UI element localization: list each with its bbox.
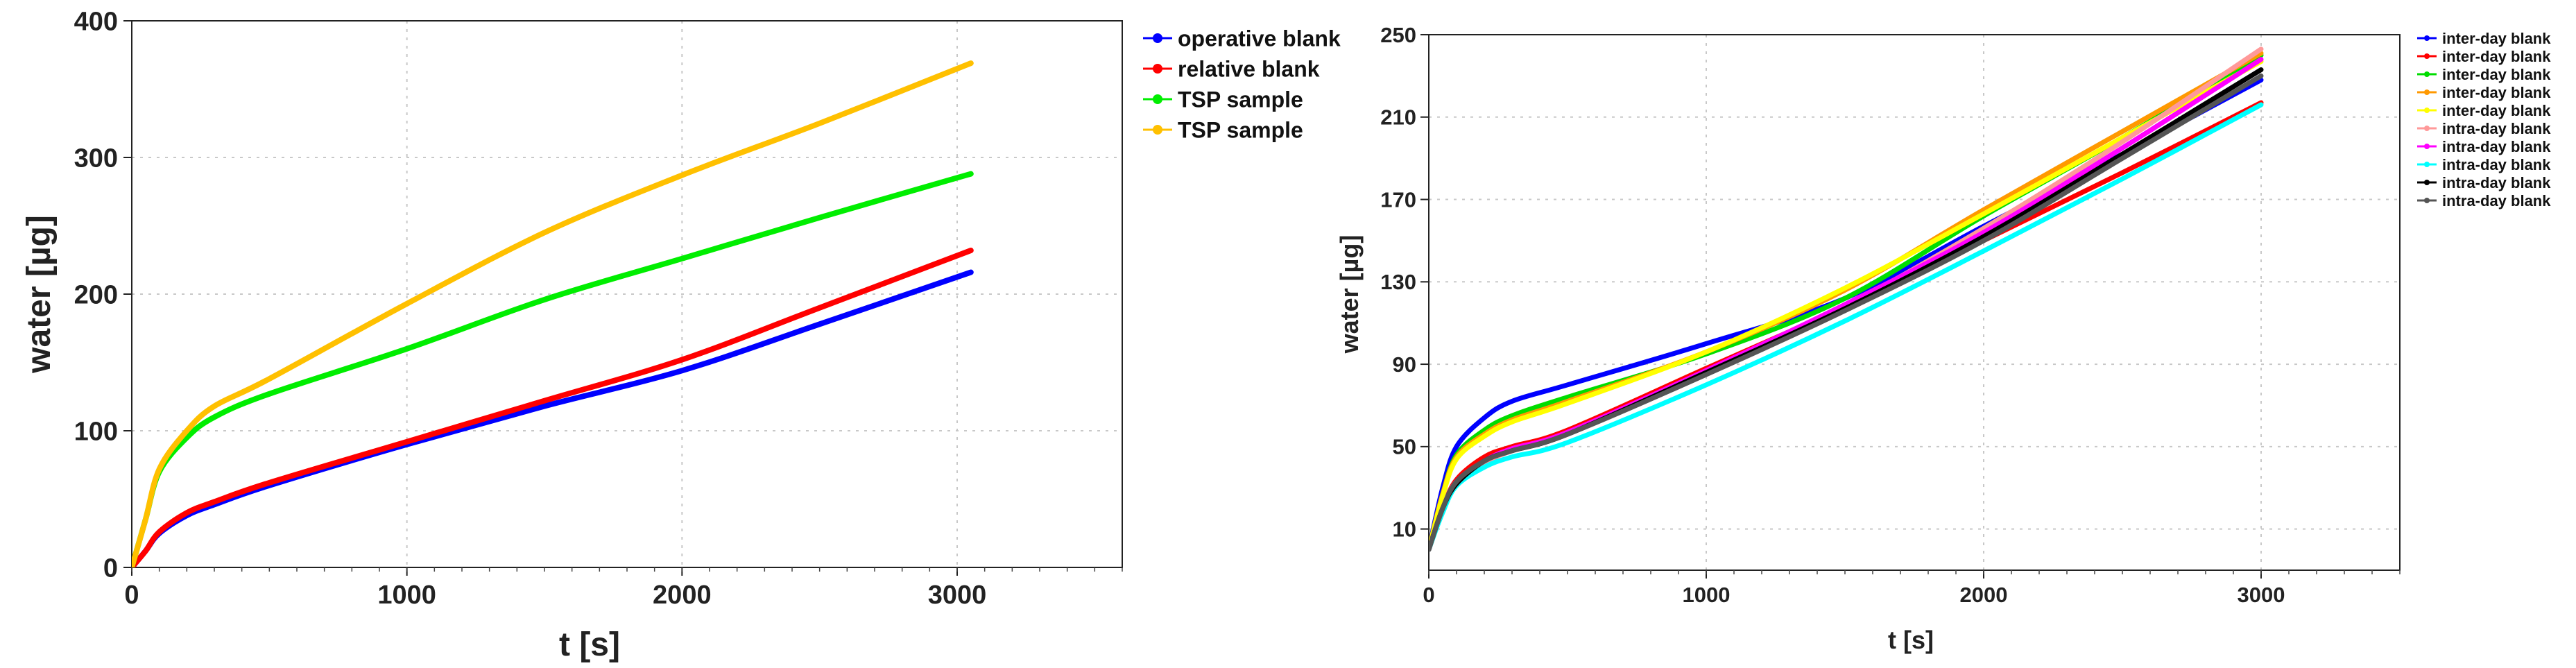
series-line-4	[132, 60, 974, 567]
left-chart: 0 1000 2000 3000 0 100 200 300 400 t [s] water [µg…	[21, 7, 1341, 663]
y-axis-label: water [µg]	[1335, 235, 1364, 354]
legend-item: relative blank	[1143, 57, 1320, 82]
y-tick-label: 250	[1380, 23, 1416, 47]
series-line-5	[1429, 59, 2264, 552]
legend-label: TSP sample	[1178, 87, 1303, 112]
legend-swatch-marker	[2424, 35, 2430, 41]
y-tick-label: 50	[1393, 435, 1416, 459]
x-tick-label: 3000	[2238, 583, 2285, 607]
y-tick-label: 100	[74, 417, 118, 446]
legend-item: intra-day blank	[2417, 192, 2551, 209]
legend-swatch-marker	[2424, 162, 2430, 167]
legend-swatch-marker	[2424, 53, 2430, 59]
x-tick-label: 1000	[1683, 583, 1731, 607]
x-tick-label: 0	[124, 581, 139, 610]
legend-swatch-marker	[2424, 126, 2430, 131]
legend-item: TSP sample	[1143, 118, 1303, 143]
legend-item: inter-day blank	[2417, 102, 2551, 119]
series-group	[1429, 46, 2264, 552]
legend: operative blank relative blank TSP sample T…	[1143, 26, 1341, 143]
legend-label: inter-day blank	[2442, 102, 2551, 119]
legend-label: operative blank	[1178, 26, 1341, 51]
legend-item: intra-day blank	[2417, 156, 2551, 173]
legend-label: inter-day blank	[2442, 84, 2551, 101]
y-tick-label: 400	[74, 7, 118, 36]
legend-label: intra-day blank	[2442, 174, 2551, 191]
y-tick-label: 170	[1380, 187, 1416, 212]
legend-item: intra-day blank	[2417, 120, 2551, 137]
right-chart: 0 1000 2000 3000 10 50 90 130 170 210 250 t [s] wate…	[1335, 23, 2551, 654]
y-tick-label: 90	[1393, 352, 1416, 377]
legend-item: inter-day blank	[2417, 66, 2551, 83]
legend-item: inter-day blank	[2417, 84, 2551, 101]
legend-swatch-marker	[1153, 125, 1162, 135]
legend-item: operative blank	[1143, 26, 1341, 51]
x-tick-label: 1000	[377, 581, 436, 610]
legend-swatch-marker	[2424, 198, 2430, 203]
legend-swatch-marker	[2424, 89, 2430, 95]
legend-label: inter-day blank	[2442, 48, 2551, 65]
legend-label: inter-day blank	[2442, 66, 2551, 83]
gridlines	[132, 21, 1122, 567]
x-tick-label: 2000	[1960, 583, 2008, 607]
y-tick-label: 300	[74, 144, 118, 173]
y-tick-label: 210	[1380, 105, 1416, 130]
x-axis-label: t [s]	[559, 626, 620, 663]
series-line-10	[1429, 73, 2264, 552]
legend-label: intra-day blank	[2442, 138, 2551, 155]
x-tick-label: 0	[1423, 583, 1434, 607]
legend-swatch-marker	[2424, 71, 2430, 77]
legend-item: inter-day blank	[2417, 30, 2551, 47]
legend-label: intra-day blank	[2442, 192, 2551, 209]
plot-frame	[1428, 34, 2401, 571]
x-tick-label: 2000	[653, 581, 712, 610]
legend-label: relative blank	[1178, 57, 1320, 82]
legend-item: intra-day blank	[2417, 174, 2551, 191]
y-tick-label: 200	[74, 280, 118, 309]
legend-swatch-marker	[2424, 108, 2430, 113]
legend-swatch-marker	[2424, 180, 2430, 185]
legend-label: inter-day blank	[2442, 30, 2551, 47]
x-axis-label: t [s]	[1888, 626, 1934, 654]
legend-label: intra-day blank	[2442, 120, 2551, 137]
series-line-2	[132, 248, 974, 567]
legend-item: inter-day blank	[2417, 48, 2551, 65]
legend-item: TSP sample	[1143, 87, 1303, 112]
series-group	[132, 60, 974, 567]
legend-item: intra-day blank	[2417, 138, 2551, 155]
y-tick-label: 0	[103, 554, 118, 583]
x-tick-label: 3000	[928, 581, 987, 610]
legend-swatch-marker	[1153, 33, 1162, 43]
legend-swatch-marker	[1153, 64, 1162, 74]
legend-label: intra-day blank	[2442, 156, 2551, 173]
legend-swatch-marker	[1153, 94, 1162, 104]
y-tick-label: 10	[1393, 517, 1416, 541]
y-tick-label: 130	[1380, 270, 1416, 294]
legend-swatch-marker	[2424, 144, 2430, 149]
legend-label: TSP sample	[1178, 118, 1303, 143]
y-axis-label: water [µg]	[21, 215, 58, 374]
